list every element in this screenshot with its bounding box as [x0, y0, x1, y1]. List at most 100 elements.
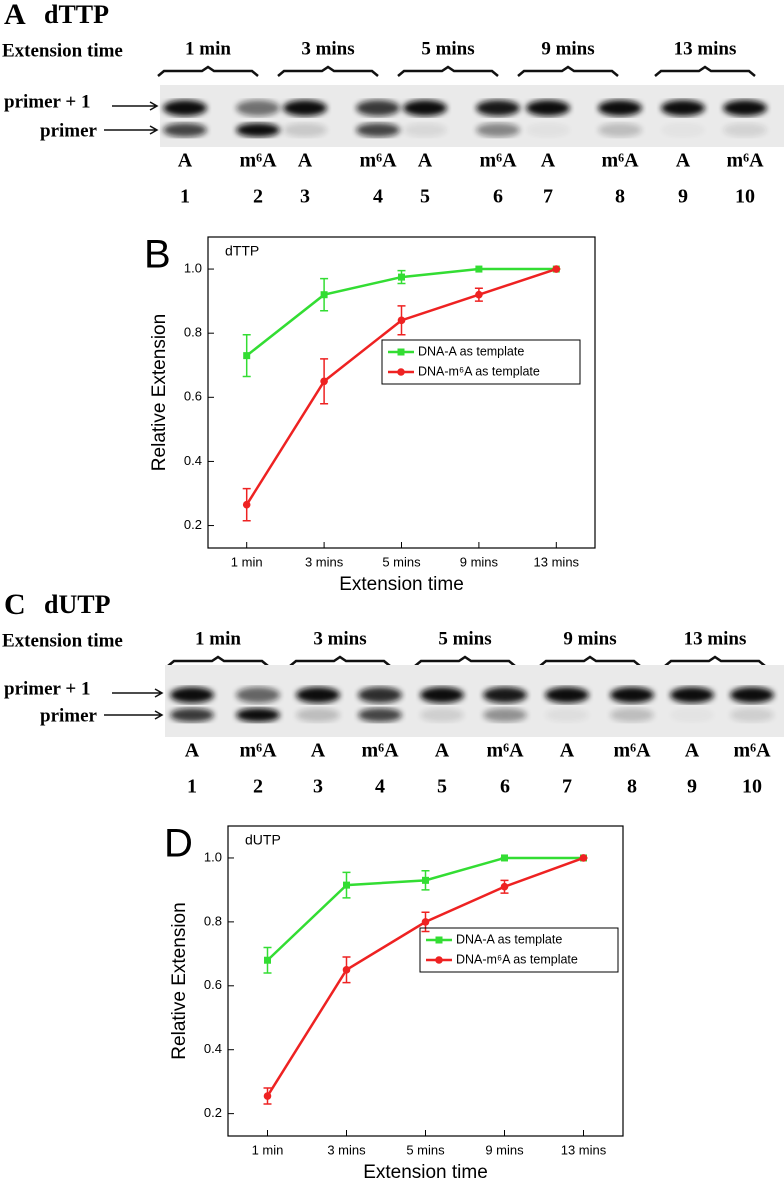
band-label: primer + 1	[4, 678, 90, 699]
x-tick-label: 5 mins	[382, 554, 421, 569]
bracket	[664, 655, 766, 667]
marker	[579, 854, 588, 862]
gel-band	[545, 687, 589, 703]
lane-label: m⁶A	[361, 740, 399, 762]
marker	[421, 918, 430, 926]
x-tick-label: 1 min	[252, 1142, 284, 1157]
y-tick-label: 0.4	[204, 1041, 222, 1056]
marker	[475, 265, 483, 273]
lane-label: A	[685, 740, 700, 762]
marker	[398, 273, 405, 281]
panel-letter: A	[4, 0, 26, 31]
band-label: primer	[40, 705, 98, 726]
marker	[501, 854, 508, 862]
lane-number: 3	[313, 776, 323, 798]
bracket	[517, 65, 619, 77]
gel-band	[526, 123, 570, 137]
time-label: 13 mins	[674, 38, 737, 59]
lane-number: 6	[493, 186, 503, 208]
lane-label: m⁶A	[486, 740, 524, 762]
legend-label: DNA-m⁶A as template	[418, 364, 540, 378]
legend-label: DNA-m⁶A as template	[456, 952, 578, 966]
bracket	[539, 655, 641, 667]
lane-label: A	[435, 740, 450, 762]
gel-band	[356, 123, 400, 137]
arrow	[112, 688, 164, 698]
gel-background	[160, 85, 784, 147]
lane-number: 5	[437, 776, 447, 798]
lane-number: 2	[253, 776, 263, 798]
gel-band	[670, 687, 714, 703]
marker	[263, 1092, 272, 1100]
gel-band	[610, 708, 654, 722]
lane-number: 8	[627, 776, 637, 798]
x-axis-label: Extension time	[339, 574, 464, 595]
gel-band	[296, 687, 340, 703]
x-tick-label: 3 mins	[305, 554, 344, 569]
marker	[552, 265, 561, 273]
lane-label: m⁶A	[359, 150, 397, 172]
gel-band	[598, 123, 642, 137]
lane-number: 7	[543, 186, 553, 208]
bracket	[157, 65, 259, 77]
time-label: 5 mins	[421, 38, 474, 59]
legend-label: DNA-A as template	[456, 932, 562, 946]
marker	[500, 882, 509, 891]
marker	[397, 348, 405, 356]
gel-band	[661, 100, 705, 116]
lane-label: m⁶A	[239, 150, 277, 172]
y-tick-label: 0.8	[184, 325, 202, 340]
gel-band	[483, 687, 527, 703]
lane-label: m⁶A	[726, 150, 764, 172]
y-tick-label: 0.2	[204, 1105, 222, 1120]
arrow	[104, 125, 159, 135]
lane-number: 7	[562, 776, 572, 798]
gel-band	[356, 100, 400, 116]
bracket	[654, 65, 756, 77]
x-tick-label: 5 mins	[406, 1142, 445, 1157]
time-label: 1 min	[185, 38, 231, 59]
y-tick-label: 0.6	[204, 977, 222, 992]
gel-band	[170, 687, 214, 703]
gel-band	[163, 100, 207, 116]
nucleotide-label: dUTP	[44, 590, 111, 619]
bracket	[167, 655, 269, 667]
marker	[343, 881, 350, 889]
gel-band	[236, 100, 280, 116]
lane-number: 8	[615, 186, 625, 208]
gel-band	[483, 708, 527, 722]
gel-band	[610, 687, 654, 703]
gel-band	[670, 708, 714, 722]
panel-letter: D	[164, 822, 193, 866]
marker	[397, 368, 405, 376]
gel-band	[403, 123, 447, 137]
legend-box	[381, 339, 581, 385]
gel-band	[526, 100, 570, 116]
lane-label: A	[676, 150, 691, 172]
x-tick-label: 9 mins	[485, 1142, 524, 1157]
lane-label: A	[311, 740, 326, 762]
bracket	[289, 655, 391, 667]
marker	[422, 876, 429, 884]
gel-band	[730, 687, 774, 703]
gel-band	[723, 123, 767, 137]
lane-label: A	[185, 740, 200, 762]
lane-label: A	[560, 740, 575, 762]
time-label: 9 mins	[563, 628, 616, 649]
gel-band	[163, 123, 207, 137]
lane-label: m⁶A	[613, 740, 651, 762]
gel-band	[358, 708, 402, 722]
time-axis-label: Extension time	[2, 40, 123, 61]
panel-letter: C	[4, 588, 26, 621]
lane-number: 3	[300, 186, 310, 208]
arrow	[104, 710, 164, 720]
nucleotide-label: dTTP	[44, 0, 109, 29]
lane-label: A	[298, 150, 313, 172]
marker	[320, 291, 328, 299]
marker	[475, 290, 483, 299]
gel-band	[661, 123, 705, 137]
lane-label: A	[178, 150, 193, 172]
legend-label: DNA-A as template	[418, 344, 524, 358]
lane-number: 4	[375, 776, 385, 798]
